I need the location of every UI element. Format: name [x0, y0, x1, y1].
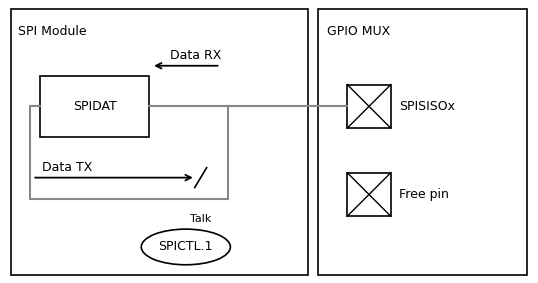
- Text: Data TX: Data TX: [43, 161, 93, 174]
- Bar: [11, 9, 308, 275]
- Bar: [347, 85, 391, 128]
- Text: SPICTL.1: SPICTL.1: [159, 241, 213, 254]
- Bar: [347, 173, 391, 216]
- Text: SPIDAT: SPIDAT: [73, 100, 117, 113]
- Text: Talk: Talk: [190, 214, 211, 224]
- Text: SPI Module: SPI Module: [18, 25, 87, 38]
- Bar: [40, 76, 149, 137]
- Bar: [317, 9, 527, 275]
- Text: GPIO MUX: GPIO MUX: [328, 25, 391, 38]
- Text: SPISISOx: SPISISOx: [399, 100, 455, 113]
- Text: Data RX: Data RX: [170, 49, 222, 62]
- Text: Free pin: Free pin: [399, 188, 449, 201]
